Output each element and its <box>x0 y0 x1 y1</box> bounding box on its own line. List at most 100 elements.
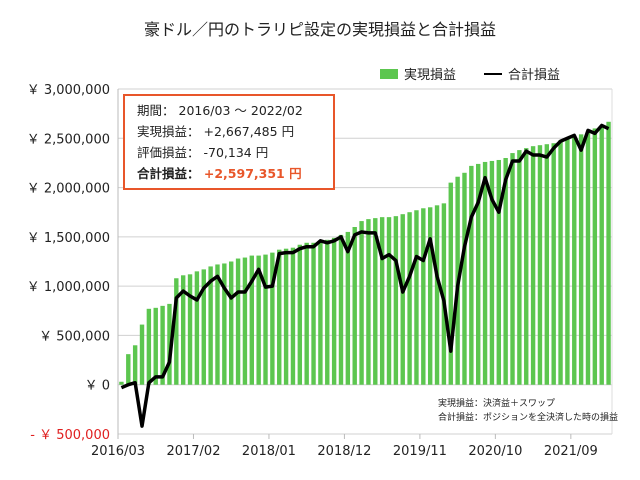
legend-swatch-total <box>484 72 503 75</box>
y-tick-label: - ￥ 500,000 <box>30 428 110 443</box>
footnote-realized: 実現損益：決済益＋スワップ <box>438 399 556 409</box>
bar-realized <box>366 219 371 385</box>
bar-realized <box>407 212 412 385</box>
realized-value: +2,667,485 円 <box>203 124 295 139</box>
bar-realized <box>565 138 570 385</box>
bar-realized <box>263 254 268 385</box>
bar-realized <box>393 216 399 385</box>
bar-realized <box>476 163 481 385</box>
bar-realized <box>249 255 254 385</box>
bar-realized <box>290 247 296 385</box>
bar-realized <box>572 136 577 385</box>
x-tick-label: 2021/09 <box>544 444 598 459</box>
legend: 実現損益 合計損益 <box>380 64 560 83</box>
bar-realized <box>544 144 550 385</box>
period-row: 期間： 2016/03 ～ 2022/02 <box>137 100 333 121</box>
period-label: 期間： <box>137 103 175 118</box>
x-tick-label: 2018/01 <box>242 444 296 459</box>
unrealized-label: 評価損益： <box>137 145 200 160</box>
bar-realized <box>331 237 337 385</box>
bar-realized <box>386 217 392 385</box>
bar-realized <box>180 275 186 385</box>
y-tick-label: ￥ 1,000,000 <box>27 280 110 295</box>
bar-realized <box>469 165 474 385</box>
legend-swatch-realized <box>380 68 398 79</box>
x-tick-label: 2018/12 <box>317 444 371 459</box>
bar-realized <box>119 381 124 385</box>
bar-realized <box>318 241 323 385</box>
bar-realized <box>599 125 604 385</box>
bar-realized <box>235 258 241 385</box>
bar-realized <box>297 244 303 385</box>
bar-realized <box>537 145 543 385</box>
bar-realized <box>606 121 611 385</box>
bar-realized <box>132 345 138 385</box>
bar-realized <box>146 308 152 385</box>
bar-realized <box>338 234 344 385</box>
bar-realized <box>194 271 200 385</box>
bar-realized <box>434 205 440 385</box>
y-tick-label: ￥ 1,500,000 <box>27 231 110 246</box>
footnote: 実現損益：決済益＋スワップ 合計損益：ポジションを全決済した時の損益 <box>438 397 618 425</box>
bar-realized <box>517 150 522 385</box>
total-label: 合計損益： <box>137 166 200 181</box>
bar-realized <box>304 242 309 385</box>
bar-realized <box>427 207 433 385</box>
period-value: 2016/03 ～ 2022/02 <box>178 103 303 118</box>
bar-realized <box>510 153 515 385</box>
bar-realized <box>448 182 453 385</box>
unrealized-value: -70,134 円 <box>203 145 269 160</box>
bar-realized <box>578 134 584 385</box>
bar-realized <box>222 263 227 385</box>
bar-realized <box>489 160 495 385</box>
bar-realized <box>592 128 598 385</box>
bar-realized <box>256 255 261 385</box>
bar-realized <box>496 159 501 385</box>
line-total <box>120 123 610 428</box>
bar-realized <box>283 248 289 385</box>
bar-realized <box>359 221 364 385</box>
bar-realized <box>462 172 467 385</box>
y-tick-label: ￥ 3,000,000 <box>27 83 110 98</box>
bar-realized <box>421 208 426 385</box>
bar-realized <box>551 143 556 385</box>
y-tick-label: ￥ 2,500,000 <box>27 132 110 147</box>
bar-realized <box>414 210 419 385</box>
bar-realized <box>208 266 213 385</box>
total-value: +2,597,351 円 <box>203 166 302 181</box>
total-row: 合計損益： +2,597,351 円 <box>137 163 333 184</box>
bar-realized <box>174 278 179 385</box>
y-tick-label: ￥ 500,000 <box>39 329 110 344</box>
bar-realized <box>311 242 316 385</box>
chart-title: 豪ドル／円のトラリピ設定の実現損益と合計損益 <box>143 20 496 39</box>
footnote-total: 合計損益：ポジションを全決済した時の損益 <box>438 413 619 423</box>
bar-realized <box>482 161 488 385</box>
bar-realized <box>229 261 234 385</box>
bar-realized <box>585 132 591 385</box>
summary-box: 期間： 2016/03 ～ 2022/02 実現損益： +2,667,485 円… <box>123 94 335 190</box>
bar-realized <box>126 354 131 385</box>
x-tick-label: 2016/03 <box>91 444 145 459</box>
bar-realized <box>352 227 357 385</box>
bar-realized <box>270 252 275 385</box>
bar-realized <box>400 214 405 385</box>
bar-realized <box>503 158 508 385</box>
unrealized-row: 評価損益： -70,134 円 <box>137 142 333 163</box>
bar-realized <box>201 269 206 385</box>
bar-realized <box>139 324 145 385</box>
bar-realized <box>441 203 447 385</box>
realized-label: 実現損益： <box>137 124 200 139</box>
bar-realized <box>215 264 220 385</box>
bar-realized <box>530 146 536 385</box>
bar-realized <box>242 257 248 385</box>
y-tick-label: ￥ 0 <box>85 379 110 394</box>
x-tick-label: 2019/11 <box>393 444 447 459</box>
bar-realized <box>373 218 378 385</box>
bar-realized <box>325 239 330 385</box>
y-tick-label: ￥ 2,000,000 <box>27 182 110 197</box>
realized-row: 実現損益： +2,667,485 円 <box>137 121 333 142</box>
legend-label-realized: 実現損益 <box>404 68 457 83</box>
bar-realized <box>345 231 351 385</box>
bar-realized <box>160 305 165 385</box>
bar-realized <box>153 307 158 385</box>
